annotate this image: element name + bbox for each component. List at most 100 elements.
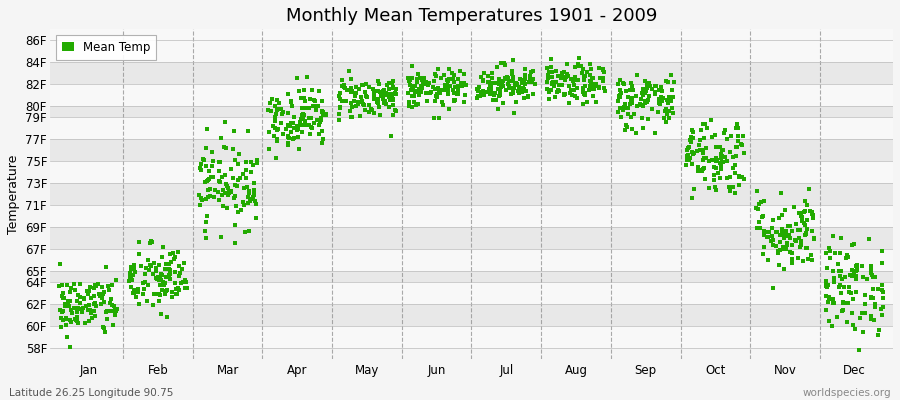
Point <box>653 101 668 108</box>
Point <box>270 107 284 114</box>
Point <box>307 97 321 104</box>
Point <box>707 177 722 183</box>
Point <box>841 300 855 306</box>
Point <box>623 86 637 93</box>
Point <box>240 200 255 206</box>
Point <box>709 157 724 164</box>
Point <box>708 154 723 161</box>
Point <box>864 316 878 322</box>
Point <box>864 314 878 320</box>
Point <box>338 98 353 105</box>
Point <box>333 96 347 102</box>
Point <box>621 111 635 118</box>
Point <box>223 188 238 194</box>
Point <box>697 155 711 161</box>
Point <box>501 78 516 84</box>
Point <box>771 250 786 256</box>
Point <box>285 120 300 126</box>
Point <box>81 291 95 297</box>
Bar <box>50 62 893 84</box>
Point <box>344 85 358 92</box>
Point <box>221 188 236 194</box>
Point <box>560 60 574 67</box>
Point <box>386 84 400 91</box>
Point <box>160 261 175 268</box>
Point <box>335 76 349 83</box>
Point <box>294 94 309 101</box>
Point <box>418 75 432 81</box>
Point <box>240 184 255 190</box>
Point <box>591 84 606 90</box>
Point <box>501 75 516 81</box>
Point <box>575 70 590 76</box>
Point <box>375 96 390 102</box>
Point <box>124 264 139 270</box>
Point <box>446 70 460 76</box>
Point <box>287 125 302 132</box>
Point <box>220 205 234 211</box>
Point <box>786 250 800 256</box>
Point <box>626 86 640 93</box>
Point <box>641 116 655 122</box>
Point <box>483 87 498 94</box>
Point <box>270 97 284 103</box>
Point <box>522 79 536 86</box>
Point <box>69 309 84 315</box>
Point <box>274 106 288 112</box>
Point <box>344 113 358 120</box>
Point <box>578 92 592 98</box>
Point <box>99 264 113 270</box>
Point <box>169 286 184 292</box>
Point <box>371 96 385 102</box>
Point <box>166 249 180 256</box>
Point <box>237 202 251 208</box>
Point <box>515 88 529 95</box>
Point <box>65 310 79 316</box>
Point <box>625 99 639 105</box>
Point <box>592 64 607 71</box>
Point <box>294 115 309 122</box>
Point <box>275 109 290 115</box>
Point <box>402 98 417 105</box>
Point <box>268 118 283 124</box>
Point <box>207 187 221 193</box>
Point <box>793 227 807 233</box>
Point <box>685 161 699 167</box>
Point <box>281 133 295 140</box>
Point <box>835 276 850 283</box>
Point <box>611 98 625 104</box>
Point <box>432 88 446 95</box>
Point <box>494 84 508 90</box>
Point <box>177 277 192 283</box>
Point <box>192 192 206 198</box>
Point <box>799 225 814 232</box>
Point <box>358 107 373 113</box>
Point <box>158 281 172 288</box>
Point <box>634 115 649 121</box>
Point <box>169 291 184 297</box>
Point <box>359 93 374 99</box>
Point <box>337 84 351 90</box>
Point <box>624 114 638 120</box>
Point <box>303 130 318 137</box>
Point <box>841 254 855 260</box>
Point <box>58 316 73 322</box>
Point <box>802 186 816 192</box>
Point <box>586 93 600 99</box>
Point <box>840 319 854 326</box>
Point <box>782 232 796 238</box>
Point <box>865 271 879 278</box>
Point <box>86 285 101 291</box>
Point <box>446 72 461 78</box>
Point <box>292 122 307 129</box>
Point <box>832 284 846 291</box>
Point <box>386 84 400 91</box>
Point <box>764 233 778 239</box>
Point <box>489 97 503 103</box>
Point <box>568 64 582 70</box>
Point <box>582 61 597 68</box>
Point <box>870 286 885 292</box>
Point <box>436 87 451 93</box>
Point <box>436 102 451 108</box>
Point <box>202 177 216 184</box>
